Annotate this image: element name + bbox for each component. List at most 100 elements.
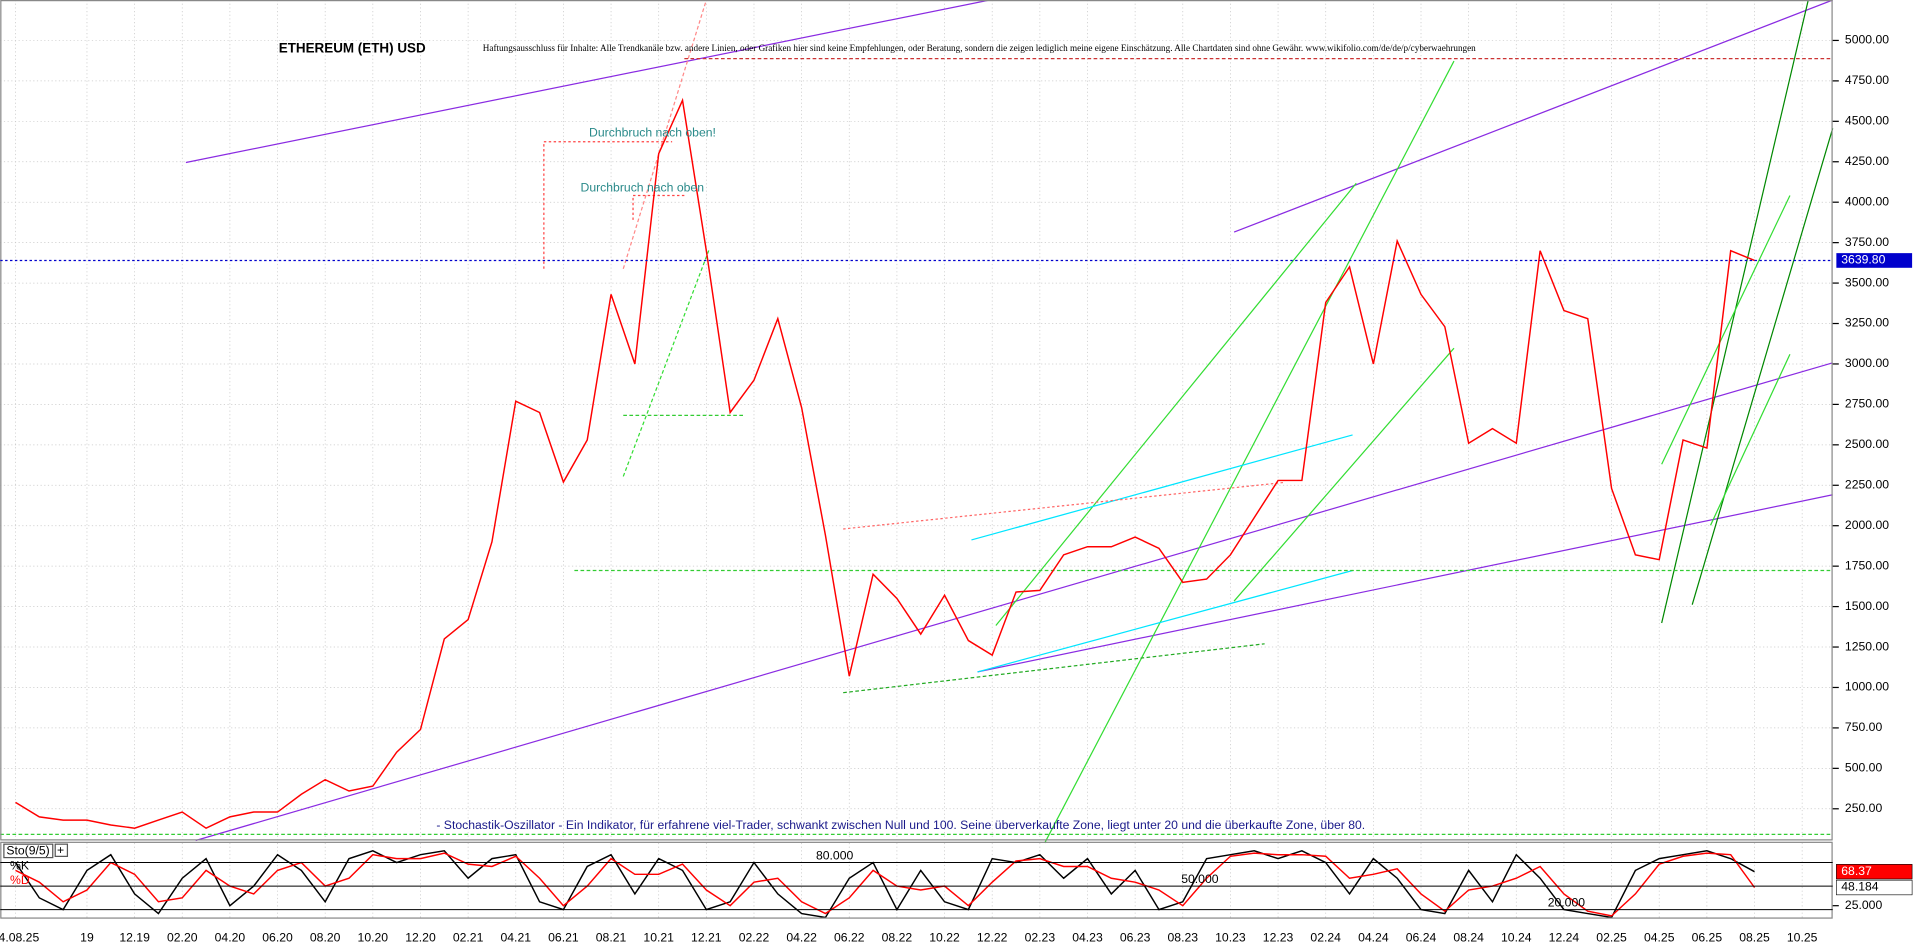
x-tick-label: 06.22 — [834, 930, 865, 944]
x-tick-label: 04.23 — [1072, 930, 1103, 944]
trend-line — [543, 141, 673, 269]
x-tick-label: 08.20 — [310, 930, 341, 944]
x-tick-label: 06.20 — [262, 930, 293, 944]
annotation: - Stochastik-Oszillator - Ein Indikator,… — [436, 818, 1365, 832]
x-tick-label: 10.21 — [643, 930, 674, 944]
x-tick-label: 12.20 — [405, 930, 436, 944]
expand-icon[interactable]: + — [57, 843, 64, 857]
indicator-title: Sto(9/5) — [6, 844, 49, 858]
current-price-box — [1836, 253, 1913, 268]
trend-line — [971, 434, 1353, 541]
x-tick-label: 04.20 — [215, 930, 246, 944]
trend-line — [185, 0, 990, 164]
trend-line — [1233, 0, 1833, 233]
x-tick-label: 02.22 — [739, 930, 770, 944]
x-tick-label: 08.24 — [1453, 930, 1484, 944]
annotation: Durchbruch nach oben — [581, 180, 704, 194]
x-tick-label: 04.25 — [1644, 930, 1675, 944]
grid — [0, 0, 1833, 918]
x-tick-label: 06.23 — [1120, 930, 1151, 944]
x-tick-label: 02.25 — [1596, 930, 1627, 944]
last-value-label: 48.184 — [1841, 880, 1879, 894]
y-tick-label: 1000.00 — [1845, 680, 1889, 694]
price-line — [15, 97, 1755, 830]
x-tick-label: 08.21 — [596, 930, 627, 944]
trend-line — [1661, 195, 1791, 465]
y-tick-label: 1250.00 — [1845, 639, 1889, 653]
trend-line — [843, 481, 1284, 530]
last-value-box — [1836, 864, 1913, 880]
y-tick-label: 4500.00 — [1845, 114, 1889, 128]
x-tick-label: 10.23 — [1215, 930, 1246, 944]
level-label: 20.000 — [1548, 896, 1586, 910]
y-tick-label: 2500.00 — [1845, 437, 1889, 451]
legend-label: %D — [10, 873, 30, 887]
level-label: 50.000 — [1181, 872, 1219, 886]
x-tick-label: 10.20 — [358, 930, 389, 944]
x-tick-label: 04.21 — [500, 930, 531, 944]
y-tick-label: 1500.00 — [1845, 599, 1889, 613]
trend-line — [195, 362, 1833, 842]
price-line — [15, 852, 1756, 917]
x-tick-label: 06.21 — [548, 930, 579, 944]
x-tick-label: 08.25 — [1739, 930, 1770, 944]
x-tick-label: 12.23 — [1263, 930, 1294, 944]
x-tick-label: 12.19 — [119, 930, 150, 944]
trend-line — [1233, 347, 1455, 602]
x-tick-label: 02.20 — [167, 930, 198, 944]
x-tick-label: 04.22 — [786, 930, 817, 944]
x-tick-label: 12.24 — [1549, 930, 1580, 944]
x-tick-label: 19 — [80, 930, 94, 944]
y-tick-label: 25.000 — [1845, 898, 1883, 912]
legend-label: %K — [10, 858, 29, 872]
price-panel-frame — [0, 0, 1833, 841]
y-tick-label: 1750.00 — [1845, 558, 1889, 572]
x-tick-label: 04.08.25 — [0, 930, 39, 944]
y-tick-label: 4250.00 — [1845, 154, 1889, 168]
current-price-label: 3639.80 — [1841, 253, 1885, 267]
y-tick-label: 4750.00 — [1845, 73, 1889, 87]
last-value-label: 68.37 — [1841, 864, 1872, 878]
trend-line — [1044, 60, 1455, 844]
y-tick-label: 500.00 — [1845, 761, 1883, 775]
y-tick-label: 5000.00 — [1845, 33, 1889, 47]
x-tick-label: 06.25 — [1692, 930, 1723, 944]
level-label: 80.000 — [816, 849, 854, 863]
annotation: Durchbruch nach oben! — [589, 125, 716, 139]
y-tick-label: 250.00 — [1845, 801, 1883, 815]
y-tick-label: 4000.00 — [1845, 194, 1889, 208]
y-tick-label: 2750.00 — [1845, 397, 1889, 411]
y-tick-label: 750.00 — [1845, 720, 1883, 734]
x-tick-label: 04.24 — [1358, 930, 1389, 944]
x-tick-label: 02.24 — [1310, 930, 1341, 944]
trend-line — [622, 0, 707, 269]
y-tick-label: 3250.00 — [1845, 316, 1889, 330]
x-tick-label: 10.22 — [929, 930, 960, 944]
x-tick-label: 08.23 — [1168, 930, 1199, 944]
last-value-box — [1836, 879, 1913, 896]
trend-line — [977, 569, 1353, 673]
x-tick-label: 08.22 — [882, 930, 913, 944]
x-tick-label: 10.24 — [1501, 930, 1532, 944]
y-tick-label: 2000.00 — [1845, 518, 1889, 532]
chart-title: ETHEREUM (ETH) USD — [279, 40, 426, 55]
trend-line — [843, 643, 1265, 694]
x-tick-label: 12.22 — [977, 930, 1008, 944]
y-tick-label: 3500.00 — [1845, 275, 1889, 289]
trend-line — [977, 494, 1833, 673]
trend-line — [995, 182, 1357, 626]
x-tick-label: 06.24 — [1406, 930, 1437, 944]
disclaimer: Haftungsausschluss für Inhalte: Alle Tre… — [483, 43, 1476, 53]
x-tick-label: 12.21 — [691, 930, 722, 944]
trend-line — [622, 250, 710, 477]
x-tick-label: 02.21 — [453, 930, 484, 944]
y-tick-label: 3000.00 — [1845, 356, 1889, 370]
indicator-box — [3, 843, 54, 859]
expand-button[interactable] — [54, 843, 69, 857]
trend-line — [1709, 354, 1791, 526]
stoch-panel-frame — [0, 841, 1833, 919]
x-tick-label: 10.25 — [1787, 930, 1818, 944]
trend-line — [632, 194, 685, 220]
y-tick-label: 3750.00 — [1845, 235, 1889, 249]
